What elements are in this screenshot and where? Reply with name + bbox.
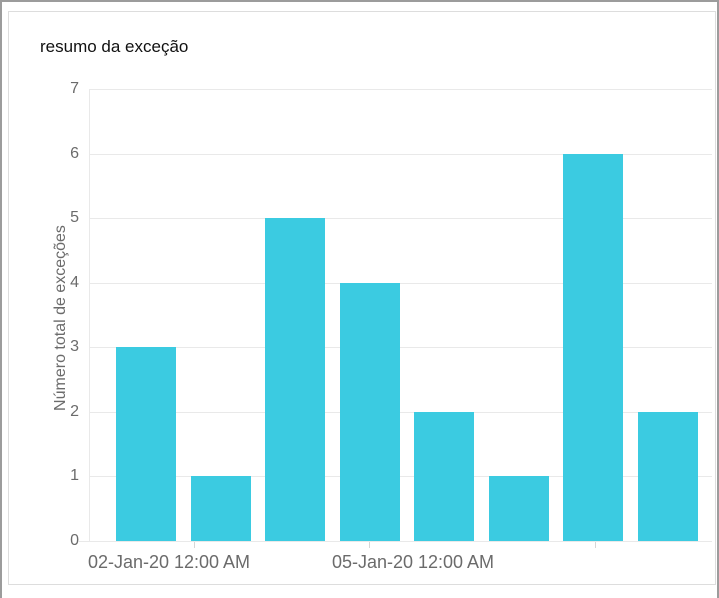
gridline-y-2 bbox=[89, 412, 712, 413]
y-tick-label-1: 1 bbox=[70, 467, 79, 484]
x-tick-label: 02-Jan-20 12:00 AM bbox=[87, 552, 251, 572]
y-tick-label-3: 3 bbox=[70, 338, 79, 355]
y-tick-label-6: 6 bbox=[70, 145, 79, 162]
gridline-y-3 bbox=[89, 347, 712, 348]
y-tick-label-2: 2 bbox=[70, 403, 79, 420]
bar[interactable] bbox=[191, 476, 251, 541]
window-border-top bbox=[0, 0, 719, 2]
window-border-left bbox=[0, 0, 2, 598]
window-border-right bbox=[717, 0, 719, 598]
gridline-y-4 bbox=[89, 283, 712, 284]
chart-widget-card: resumo da exceção 0 1 2 3 4 5 6 7 02-Jan-20 12:… bbox=[8, 11, 716, 585]
y-tick-label-5: 5 bbox=[70, 209, 79, 226]
widget-title: resumo da exceção bbox=[40, 37, 189, 56]
gridline-y-1 bbox=[89, 476, 712, 477]
bar[interactable] bbox=[265, 218, 325, 541]
bar[interactable] bbox=[489, 476, 549, 541]
x-tick-mark bbox=[194, 542, 195, 548]
bar[interactable] bbox=[638, 412, 698, 541]
bar[interactable] bbox=[340, 283, 400, 541]
y-tick-label-4: 4 bbox=[70, 274, 79, 291]
gridline-y-5 bbox=[89, 218, 712, 219]
y-axis-title: Número total de exceções bbox=[52, 225, 69, 411]
gridline-y-6 bbox=[89, 154, 712, 155]
y-tick-label-7: 7 bbox=[70, 80, 79, 97]
gridline-y-7 bbox=[89, 89, 712, 90]
bar[interactable] bbox=[414, 412, 474, 541]
bar[interactable] bbox=[563, 154, 623, 541]
x-tick-label: 05-Jan-20 12:00 AM bbox=[331, 552, 495, 572]
y-tick-label-0: 0 bbox=[70, 532, 79, 549]
x-tick-mark bbox=[369, 542, 370, 548]
y-axis-line bbox=[89, 89, 90, 541]
x-tick-mark bbox=[595, 542, 596, 548]
gridline-y-0 bbox=[79, 541, 712, 542]
bar[interactable] bbox=[116, 347, 176, 541]
